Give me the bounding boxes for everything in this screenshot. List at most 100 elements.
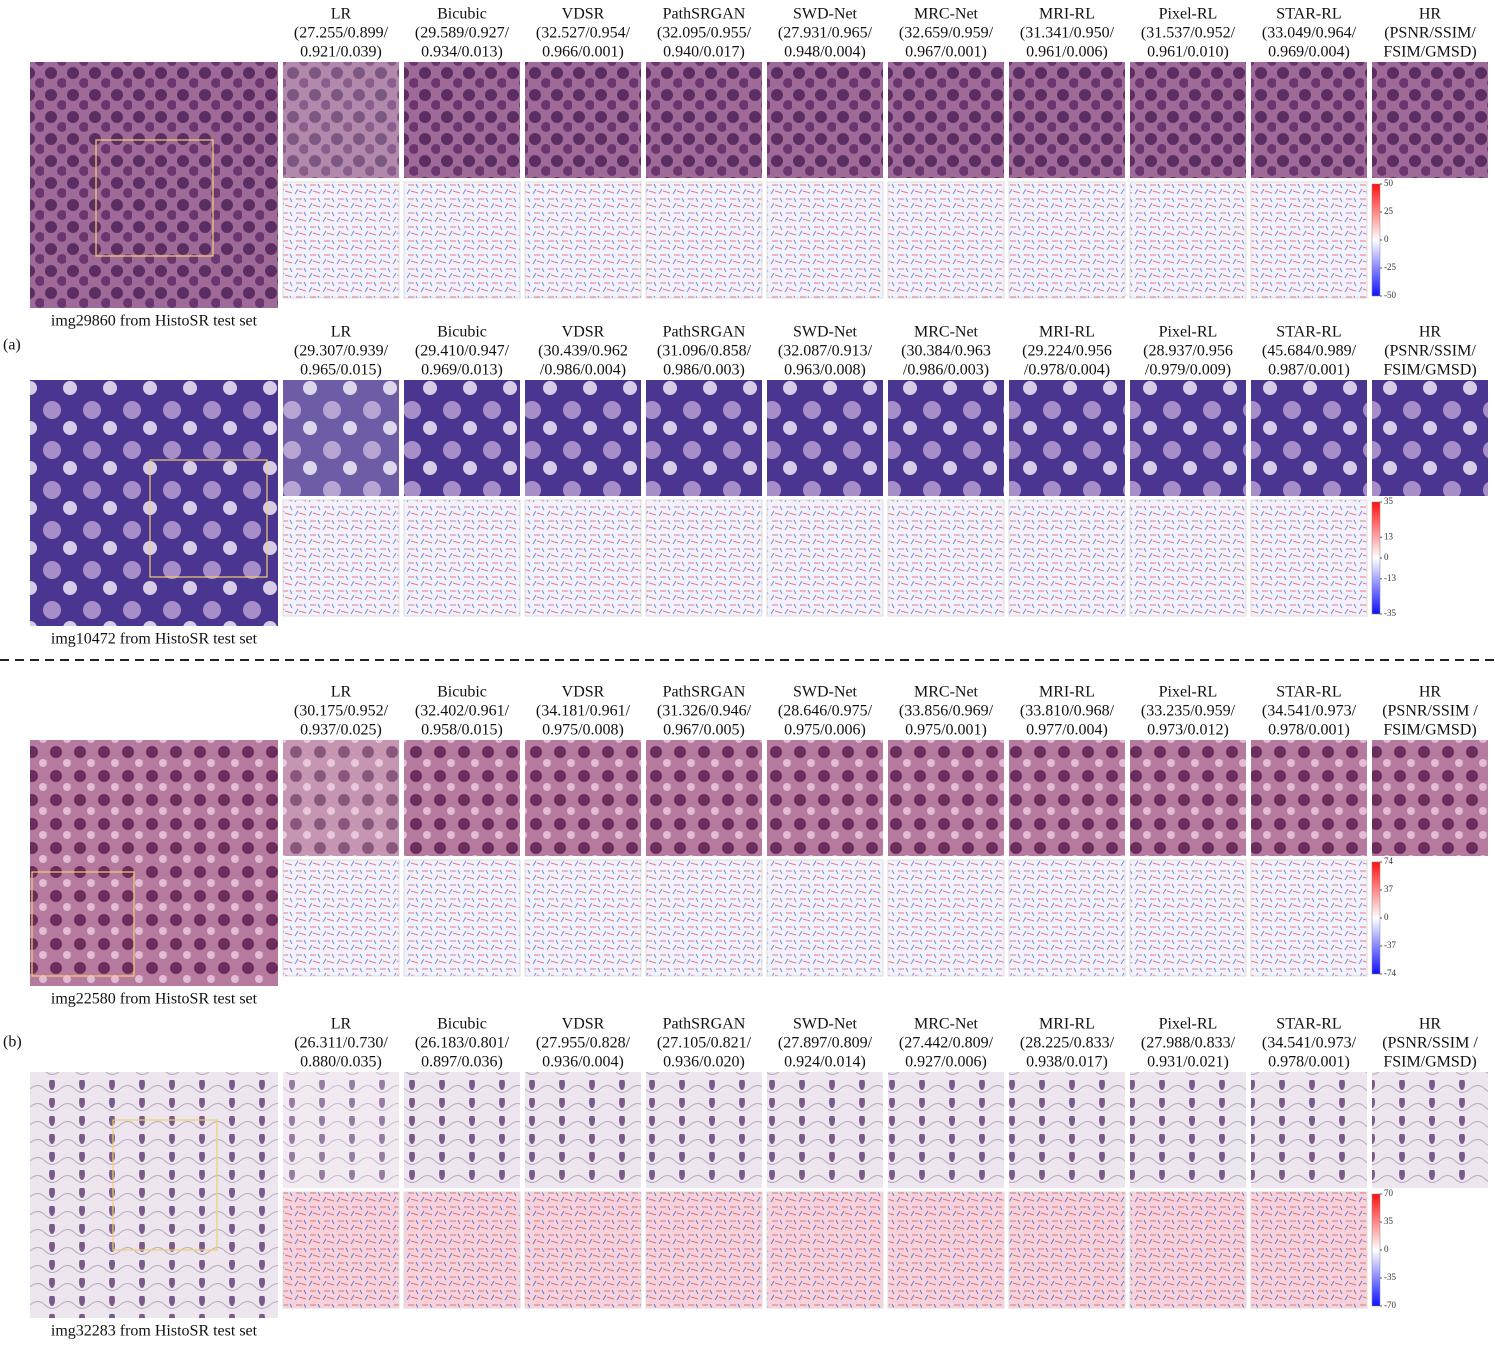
metrics: 0.975/0.006) (784, 722, 866, 739)
metrics: (28.646/0.975/ (778, 703, 873, 720)
overview-image (30, 1072, 278, 1318)
metrics: 0.931/0.021) (1147, 1054, 1229, 1071)
method-name: MRC-Net (914, 6, 979, 23)
metrics: FSIM/GMSD) (1383, 44, 1476, 61)
sr-image (1009, 380, 1125, 496)
metrics: (PSNR/SSIM / (1382, 1035, 1478, 1052)
error-map (1250, 499, 1368, 617)
metrics: (45.684/0.989/ (1262, 343, 1357, 360)
error-map (1129, 859, 1247, 977)
sr-image (888, 1072, 1004, 1188)
metrics: (27.931/0.965/ (778, 25, 873, 42)
sr-image (525, 1072, 641, 1188)
error-map (887, 859, 1005, 977)
metrics: 0.978/0.001) (1268, 722, 1350, 739)
method-name: Pixel-RL (1159, 6, 1218, 23)
sr-image (1372, 380, 1488, 496)
sr-image (1130, 1072, 1246, 1188)
error-map (282, 499, 400, 617)
method-name: Pixel-RL (1159, 324, 1218, 341)
sr-image (1372, 1072, 1488, 1188)
metrics: (29.589/0.927/ (415, 25, 510, 42)
colorbar (1371, 183, 1381, 297)
metrics: 0.963/0.008) (784, 362, 866, 379)
metrics: (34.541/0.973/ (1262, 1035, 1357, 1052)
metrics: 0.978/0.001) (1268, 1054, 1350, 1071)
method-name: STAR-RL (1276, 684, 1341, 701)
metrics: (34.181/0.961/ (536, 703, 631, 720)
metrics: (32.527/0.954/ (536, 25, 631, 42)
metrics: 0.897/0.036) (421, 1054, 503, 1071)
metrics: (26.311/0.730/ (294, 1035, 388, 1052)
error-map (1250, 181, 1368, 299)
error-map (524, 181, 642, 299)
sr-image (1251, 380, 1367, 496)
sr-image (525, 740, 641, 856)
panel-label: (a) (3, 337, 21, 354)
metrics: /0.979/0.009) (1145, 362, 1231, 379)
metrics: /0.978/0.004) (1024, 362, 1110, 379)
sr-image (1372, 62, 1488, 178)
error-map (1129, 499, 1247, 617)
metrics: 0.967/0.001) (905, 44, 987, 61)
method-name: HR (1419, 684, 1442, 701)
method-name: LR (331, 324, 352, 341)
error-map (1250, 1191, 1368, 1309)
metrics: /0.986/0.003) (903, 362, 989, 379)
error-map (403, 499, 521, 617)
method-name: PathSRGAN (663, 684, 746, 701)
metrics: /0.986/0.004) (540, 362, 626, 379)
colorbar-label: 35 (1384, 496, 1394, 506)
error-map (1008, 859, 1126, 977)
colorbar-label: -74 (1384, 968, 1396, 978)
sr-image (888, 380, 1004, 496)
colorbar (1371, 1193, 1381, 1307)
overview-image (30, 62, 278, 308)
metrics: (29.307/0.939/ (294, 343, 389, 360)
colorbar-label: -13 (1384, 573, 1396, 583)
colorbar-label: 0 (1384, 1244, 1389, 1254)
method-name: MRC-Net (914, 684, 979, 701)
method-name: Bicubic (437, 684, 487, 701)
method-name: HR (1419, 6, 1442, 23)
metrics: 0.986/0.003) (663, 362, 745, 379)
sr-image (1009, 740, 1125, 856)
sr-image (767, 740, 883, 856)
error-map (887, 1191, 1005, 1309)
error-map (766, 1191, 884, 1309)
sr-image (283, 740, 399, 856)
colorbar-label: 25 (1384, 206, 1394, 216)
method-name: Pixel-RL (1159, 1016, 1218, 1033)
sr-image (767, 380, 883, 496)
error-map (1129, 181, 1247, 299)
colorbar-label: -35 (1384, 608, 1396, 618)
method-name: PathSRGAN (663, 1016, 746, 1033)
metrics: (PSNR/SSIM/ (1384, 25, 1476, 42)
method-name: STAR-RL (1276, 324, 1341, 341)
metrics: (31.326/0.946/ (657, 703, 752, 720)
colorbar-label: 0 (1384, 234, 1389, 244)
caption: img22580 from HistoSR test set (51, 991, 258, 1008)
metrics: (30.175/0.952/ (294, 703, 389, 720)
colorbar-label: -70 (1384, 1300, 1396, 1310)
method-name: Bicubic (437, 324, 487, 341)
method-name: LR (331, 1016, 352, 1033)
method-name: HR (1419, 324, 1442, 341)
metrics: (33.049/0.964/ (1262, 25, 1357, 42)
colorbar-label: -35 (1384, 1272, 1396, 1282)
method-name: LR (331, 6, 352, 23)
sr-image (1251, 1072, 1367, 1188)
method-name: MRC-Net (914, 324, 979, 341)
colorbar-label: 0 (1384, 552, 1389, 562)
sr-image (767, 62, 883, 178)
method-name: Pixel-RL (1159, 684, 1218, 701)
method-name: STAR-RL (1276, 1016, 1341, 1033)
error-map (766, 181, 884, 299)
zoom-box (112, 1119, 218, 1251)
metrics: 0.969/0.013) (421, 362, 503, 379)
metrics: 0.937/0.025) (300, 722, 382, 739)
metrics: (34.541/0.973/ (1262, 703, 1357, 720)
error-map (282, 181, 400, 299)
metrics: 0.958/0.015) (421, 722, 503, 739)
